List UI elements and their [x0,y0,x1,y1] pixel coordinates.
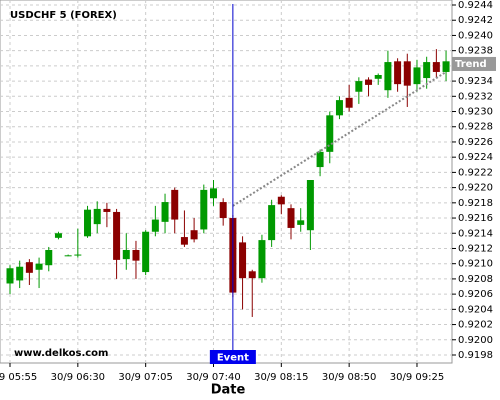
y-tick-label: 0.9198 [458,350,493,361]
y-tick-label: 0.9222 [458,167,493,178]
y-tick-label: 0.9208 [458,274,493,285]
y-tick-label: 0.9214 [458,228,493,239]
candle-body [384,62,392,91]
candle-body [190,230,198,240]
y-tick-label: 0.9226 [458,137,493,148]
y-tick-label: 0.9234 [458,76,493,87]
x-tick-label: 30/9 08:50 [322,372,376,383]
y-tick-label: 0.9202 [458,320,493,331]
y-tick-label: 0.9232 [458,91,493,102]
candle-body [103,208,111,212]
y-tick-label: 0.9244 [458,0,493,11]
candle-body [113,211,121,260]
trend-label: Trend [455,59,487,70]
candle-body [345,97,353,108]
y-tick-label: 0.9240 [458,30,493,41]
y-tick-label: 0.9228 [458,122,493,133]
candle-body [180,237,188,245]
y-tick-label: 0.9204 [458,304,493,315]
x-axis-label: Date [211,383,246,398]
x-tick-label: 30/9 08:15 [254,372,308,383]
candle-body [239,242,247,279]
candle-body [93,208,101,225]
candle-body [432,62,440,72]
candle-body [6,268,14,284]
y-tick-label: 0.9242 [458,15,493,26]
candle-body [248,271,256,279]
candle-body [297,220,305,225]
candle-body [413,67,421,85]
candle-body [74,254,82,256]
x-tick-label: 30/9 07:05 [118,372,172,383]
candle-body [355,81,363,92]
candle-body [365,79,373,85]
event-label-box [209,350,256,364]
x-tick-label: 30/9 09:25 [390,372,444,383]
candle-body [200,189,208,230]
y-tick-label: 0.9212 [458,243,493,254]
candle-body [35,263,43,270]
candle-body [374,75,382,79]
candle-body [209,188,217,199]
candle-body [25,262,33,273]
candle-body [54,233,62,238]
y-tick-label: 0.9224 [458,152,493,163]
candle-body [326,115,334,152]
candle-body [84,209,92,237]
candle-body [306,180,314,231]
candle-body [171,189,179,220]
y-tick-label: 0.9200 [458,335,493,346]
candle-body [258,240,266,279]
y-tick-label: 0.9230 [458,107,493,118]
chart-title: USDCHF 5 (FOREX) [10,10,117,21]
y-tick-label: 0.9218 [458,198,493,209]
candle-body [442,61,450,72]
candle-body [287,208,295,228]
y-tick-label: 0.9206 [458,289,493,300]
x-tick-label: 30/9 05:55 [0,372,37,383]
watermark: www.delkos.com [14,348,108,359]
candle-body [151,219,159,232]
candle-body [16,266,24,281]
event-label: Event [217,353,249,364]
candle-body [161,202,169,222]
candle-body [335,100,343,116]
x-tick-label: 30/9 06:30 [51,372,105,383]
y-tick-label: 0.9216 [458,213,493,224]
x-tick-label: 30/9 07:40 [186,372,240,383]
candle-body [142,231,150,273]
candle-body [423,62,431,79]
y-tick-label: 0.9220 [458,183,493,194]
trend-label-box [452,56,496,71]
candle-body [122,249,130,260]
candle-body [403,61,411,86]
candle-body [316,151,324,168]
candle-body [64,255,72,257]
y-tick-label: 0.9210 [458,259,493,270]
candle-body [277,196,285,205]
trend-line [232,71,447,207]
candle-body [219,202,227,219]
y-tick-label: 0.9238 [458,46,493,57]
candle-body [268,205,276,241]
plot-area [0,0,453,364]
candle-body [394,61,402,85]
candle-body [132,249,140,261]
candle-body [45,249,53,266]
